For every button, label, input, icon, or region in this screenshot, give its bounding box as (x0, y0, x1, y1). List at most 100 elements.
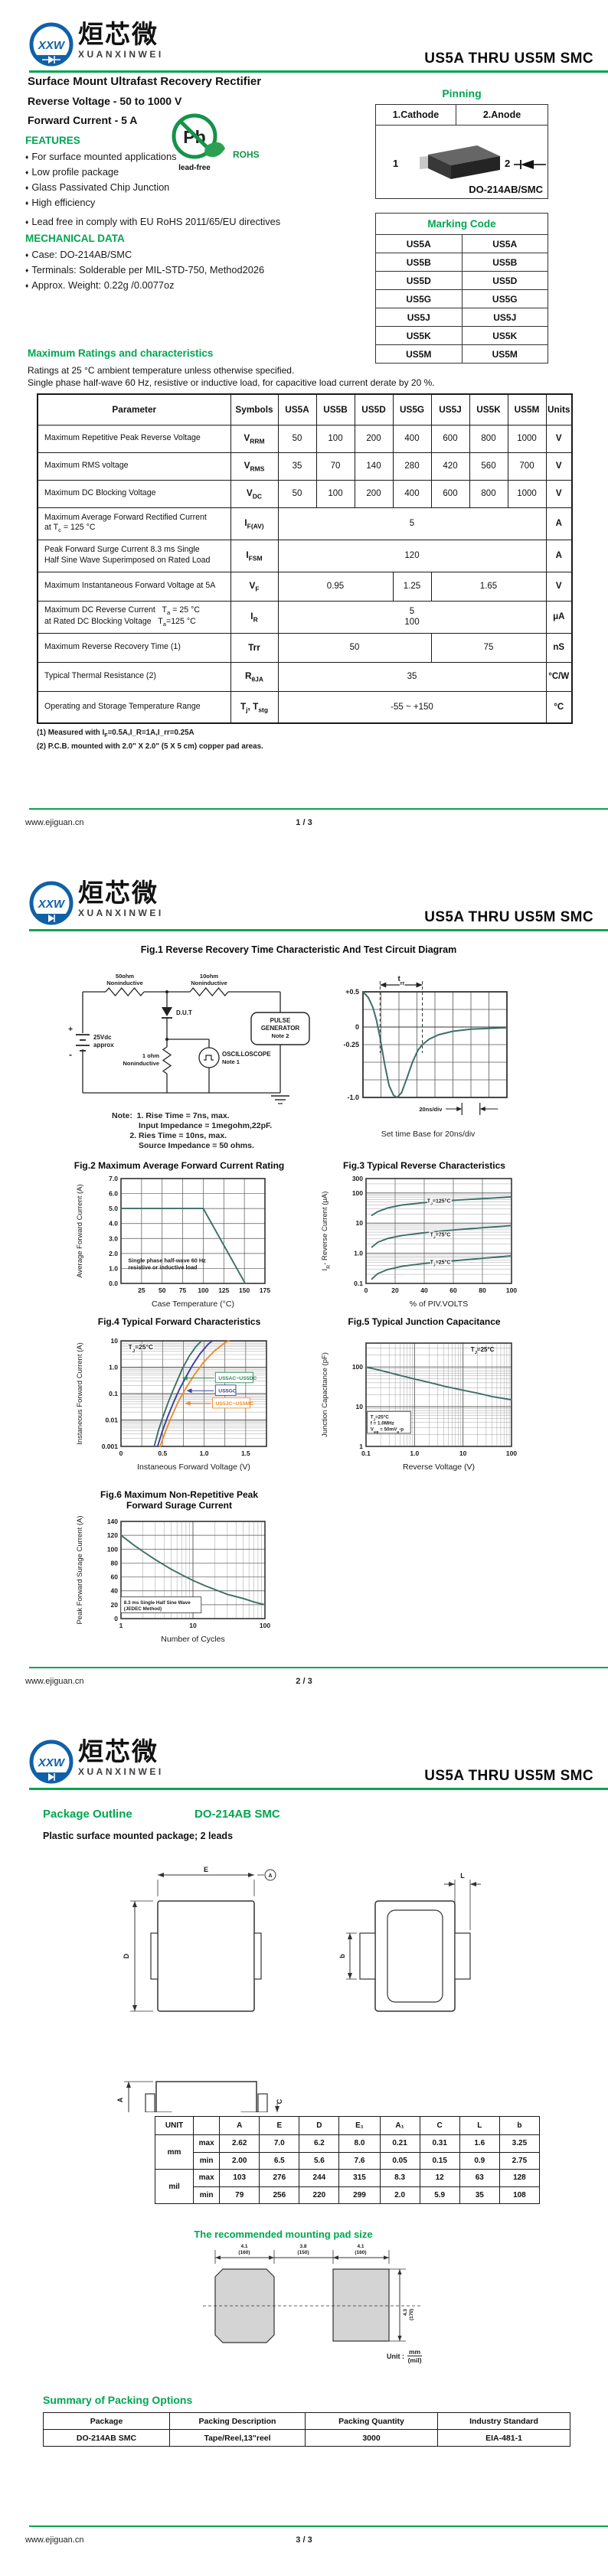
sub-el: c (58, 527, 61, 534)
tspan-el: Method) (143, 1606, 162, 1612)
tspan-el: Note (272, 1032, 285, 1039)
td-el: 1000 (507, 479, 547, 508)
logo-text: 烜芯微 XUANXINWEI (78, 880, 164, 919)
fig6-title-line2: Forward Surage Current (126, 1500, 233, 1511)
package-3d-icon (420, 145, 500, 179)
td-el: 1.6 (459, 2134, 500, 2153)
tspan-el: 0.1 (361, 1449, 371, 1457)
div-el: Maximum DC Blocking Voltage (44, 488, 156, 498)
tr-el: mm max 2.62 7.0 6.2 8.0 0.21 0.31 1.6 3.25 (154, 2134, 541, 2170)
td-el: 5.9 (419, 2186, 460, 2204)
tspan-el: R (326, 1265, 332, 1269)
tspan-el: 3.8 (299, 2244, 306, 2249)
text-el: Peak Forward Surage Current (A) (76, 1515, 84, 1624)
page-number: 2 / 3 (296, 1677, 312, 1686)
th-el: mil (154, 2169, 194, 2204)
chart-svg: 0.1 1.0 10 100 100 10 1 Reverse Voltage (V) Junc… (321, 1342, 517, 1472)
footnote-1: (1) Measured with IF=0.5A,I_R=1A,I_rr=0.… (37, 729, 194, 739)
div-el: at Rated DC Blocking Voltage Ta=125 °C (44, 617, 196, 628)
marking-cell: US5M (461, 344, 548, 364)
text-el: TJ=25°C (129, 1343, 154, 1354)
td-el: 7.0 (259, 2134, 300, 2153)
outline-svg: EADbLAA₁CE₁⊕wⒶ (116, 1865, 481, 2141)
div-el: 35 (407, 671, 417, 681)
ratings-condition: Ratings at 25 °C ambient temperature unl… (28, 365, 295, 376)
td-el: 315 (338, 2169, 381, 2187)
tspan-el: J (475, 1351, 477, 1355)
text-el: 0.1 (109, 1390, 118, 1397)
tr-el: min 79 256 220 299 2.0 5.9 35 108 (155, 2186, 541, 2204)
marking-cell: US5D (461, 271, 548, 290)
tspan-el: (170) (409, 2309, 414, 2320)
tspan-el: -0.25 (343, 1041, 359, 1048)
text-el: 6.0 (109, 1190, 118, 1198)
text-el: 0.01 (105, 1417, 118, 1424)
tspan-el: 8.3 (124, 1600, 131, 1606)
td-el: IF(AV) (230, 507, 279, 540)
tspan-el: = (374, 1420, 377, 1426)
marking-cell: US5K (375, 326, 463, 345)
text-el: 10 (189, 1622, 197, 1629)
tspan-el: 10 (356, 1403, 364, 1410)
th-el: E (259, 2116, 300, 2135)
tspan-el: half-wave (164, 1257, 189, 1264)
tspan-el: Junction (321, 1410, 329, 1437)
tspan-el: t (397, 975, 400, 983)
tspan-el: I (321, 1269, 329, 1271)
pad-svg: 4.1(160)3.8(150)4.1(160)4.3 (170) (203, 2244, 423, 2343)
tspan-el: A (268, 1873, 272, 1879)
tspan-el: US5AC~US5DC (218, 1376, 257, 1381)
path-el (159, 1340, 230, 1447)
marking-cell: US5D (375, 271, 463, 290)
fig4-chart: 0 0.5 1.0 1.5 10 1.0 0.1 0.01 0.001 Instaneous Fo… (74, 1333, 285, 1479)
text-el: Average Forward Current (A) (76, 1184, 84, 1277)
text-el: 1.0 (200, 1449, 209, 1457)
tspan-el: 60 (191, 1257, 198, 1264)
text-el: 10 (356, 1403, 364, 1410)
th-el: Industry Standard (437, 2412, 570, 2430)
div-el: 100 (328, 433, 343, 443)
div-el: 400 (404, 488, 420, 498)
text-el: 40 (420, 1286, 428, 1294)
div-el: 140 (366, 461, 381, 471)
text-el: 4.1 (357, 2244, 364, 2249)
tspan-el: =25°C (477, 1346, 495, 1353)
footer-rule (29, 1667, 608, 1668)
div-el: 1.65 (479, 581, 498, 591)
th-el (193, 2116, 221, 2135)
div-el: 5 (409, 606, 415, 616)
tspan-el: 0.01 (105, 1417, 118, 1424)
tspan-el: 20 (111, 1601, 119, 1609)
th-el: Packing Quantity (305, 2412, 438, 2430)
div-el: 120 (404, 550, 420, 560)
sub-el: R (253, 615, 258, 624)
unit-fraction: mm (mil) (407, 2348, 423, 2364)
ratings-header: Symbols (230, 393, 279, 426)
path-el (416, 982, 423, 988)
td-el: 256 (259, 2186, 300, 2204)
marking-cell: US5B (375, 253, 463, 272)
div-el: 1000 (517, 488, 537, 498)
fig1-wave-caption: Set time Base for 20ns/div (381, 1130, 476, 1139)
tspan-el: ms (132, 1600, 139, 1606)
td-el: 8.3 (379, 2169, 420, 2187)
footnote-2: (2) P.C.B. mounted with 2.0" X 2.0" (5 X… (37, 742, 263, 751)
td-el: Maximum RMS voltage (37, 452, 231, 481)
td-el: 128 (498, 2169, 541, 2187)
logo-badge-icon: XXW (29, 881, 74, 925)
td-el: EIA-481-1 (437, 2429, 570, 2447)
ratings-header: Parameter (37, 393, 231, 426)
text-el: f = 1.0MHz (371, 1420, 394, 1426)
fig5-chart: 0.1 1.0 10 100 100 10 1 Reverse Voltage (V) Junc… (319, 1335, 530, 1479)
product-title: Surface Mount Ultrafast Recovery Rectifi… (28, 75, 262, 88)
td-el: nS (545, 632, 573, 663)
div-el: 420 (443, 461, 458, 471)
text-el: 120 (107, 1531, 118, 1539)
td-el: 2.0 (379, 2186, 420, 2204)
td-el: 8.0 (338, 2134, 381, 2153)
polygon-el (48, 56, 54, 64)
tspan-el: 25 (138, 1286, 145, 1294)
path-el (365, 1366, 512, 1400)
text-el: 50 (159, 1286, 166, 1294)
